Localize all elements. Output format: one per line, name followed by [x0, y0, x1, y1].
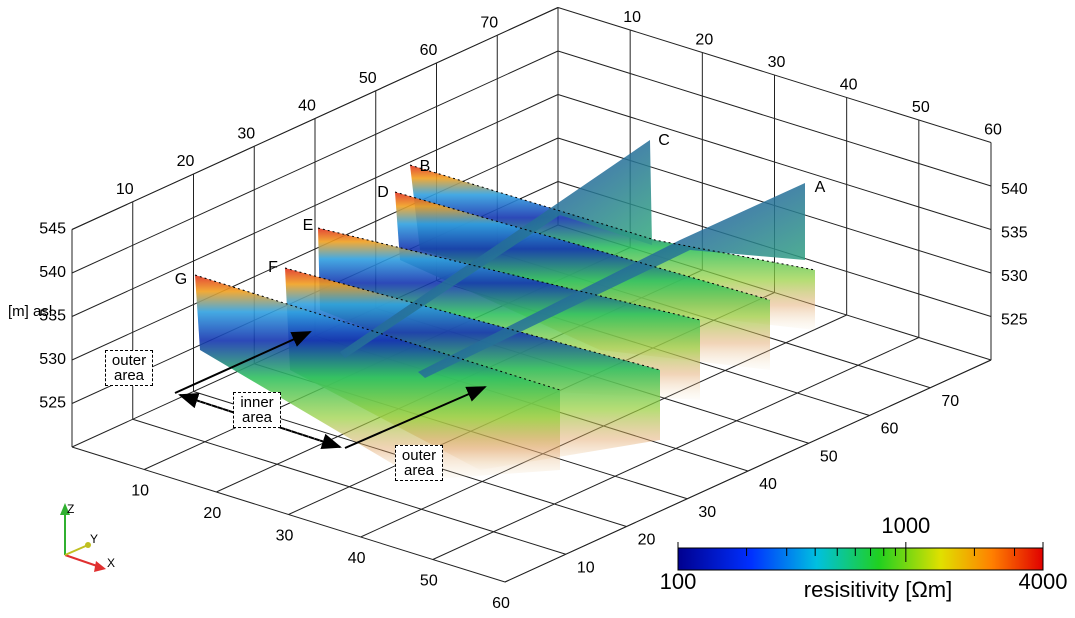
colorbar-ramp	[677, 547, 1044, 571]
x-tick-label: 20	[695, 32, 713, 49]
colorbar-tick-label: 4000	[1019, 569, 1068, 594]
profile-top	[317, 227, 701, 321]
triad-y	[64, 544, 89, 556]
profile-label: B	[420, 158, 431, 175]
z-tick-label: 535	[1001, 225, 1028, 242]
y-tick-label: 10	[577, 559, 595, 576]
y-tick-label: 50	[820, 448, 838, 465]
z-tick-label: 540	[1001, 181, 1028, 198]
triad-y-head	[85, 542, 91, 548]
x-tick-label: 30	[768, 54, 786, 71]
axes-triad: X Y Z	[60, 502, 115, 572]
y-tick-label: 40	[298, 98, 316, 115]
grid-line	[557, 50, 992, 187]
z-axis-label: [m] asl	[8, 303, 52, 320]
profile-label: G	[175, 271, 187, 288]
arrow	[344, 386, 487, 449]
x-tick-label: 20	[203, 505, 221, 522]
y-tick-label: 60	[420, 42, 438, 59]
profile-label: E	[303, 217, 314, 234]
y-tick-label: 70	[480, 14, 498, 31]
profile-top	[409, 164, 816, 271]
z-tick-label: 530	[1001, 268, 1028, 285]
annotation: outer area	[395, 445, 443, 481]
z-tick-label: 530	[39, 351, 66, 368]
y-tick-label: 20	[638, 532, 656, 549]
grid-line	[557, 94, 992, 230]
annotation: outer area	[105, 350, 153, 386]
triad-label: Y	[90, 532, 98, 546]
y-tick-label: 60	[881, 421, 899, 438]
profile-a	[418, 183, 805, 378]
profile-label: A	[815, 179, 826, 196]
colorbar-tick-label: 100	[660, 569, 697, 594]
grid-line	[71, 94, 559, 317]
y-tick-label: 50	[359, 70, 377, 87]
x-tick-label: 50	[912, 99, 930, 116]
grid-line	[71, 50, 559, 274]
z-tick-label: 525	[1001, 312, 1028, 329]
triad-label: X	[107, 556, 115, 570]
annotation: inner area	[233, 392, 281, 428]
y-tick-label: 40	[759, 476, 777, 493]
x-tick-label: 40	[348, 550, 366, 567]
profile-label: F	[268, 259, 278, 276]
grid-line	[71, 7, 559, 230]
grid-line	[71, 137, 559, 361]
profile-top	[394, 191, 771, 301]
z-tick-label: 540	[39, 264, 66, 281]
y-tick-label: 30	[698, 504, 716, 521]
x-tick-label: 60	[492, 595, 510, 612]
arrow	[174, 331, 312, 394]
profile-top	[194, 274, 561, 391]
triad-label: Z	[67, 502, 74, 516]
y-tick-label: 10	[116, 181, 134, 198]
x-tick-label: 10	[623, 9, 641, 26]
y-tick-label: 30	[237, 125, 255, 142]
colorbar-tick-label: 1000	[881, 513, 930, 538]
colorbar-label: resisitivity [Ωm]	[804, 577, 952, 602]
z-tick-label: 525	[39, 395, 66, 412]
z-tick-label: 545	[39, 221, 66, 238]
profile-g	[195, 275, 560, 480]
x-tick-label: 30	[276, 528, 294, 545]
triad-z-head	[60, 503, 70, 515]
z-tick-label: 535	[39, 308, 66, 325]
triad-x	[64, 554, 101, 568]
profile-label: C	[658, 132, 670, 149]
y-tick-label: 70	[941, 393, 959, 410]
profiles	[194, 140, 816, 480]
x-tick-label: 40	[840, 77, 858, 94]
profile-label: D	[377, 184, 389, 201]
x-tick-label: 60	[984, 122, 1002, 139]
x-tick-label: 10	[131, 483, 149, 500]
colorbar: 100 1000 4000 resisitivity [Ωm]	[660, 513, 1068, 602]
y-tick-label: 20	[177, 153, 195, 170]
x-tick-label: 50	[420, 573, 438, 590]
grid-line	[132, 418, 566, 555]
triad-x-head	[94, 561, 106, 572]
profile-c	[340, 140, 652, 358]
